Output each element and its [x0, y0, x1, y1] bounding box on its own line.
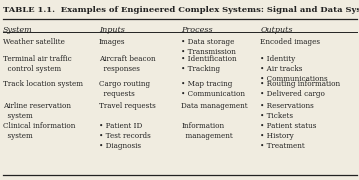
Text: Weather satellite: Weather satellite: [3, 38, 65, 46]
Text: • Reservations
• Tickets: • Reservations • Tickets: [260, 102, 314, 120]
Text: Images: Images: [99, 38, 125, 46]
Text: System: System: [3, 26, 33, 34]
Text: • Identification
• Tracking: • Identification • Tracking: [181, 55, 237, 73]
Text: • Patient ID
• Test records
• Diagnosis: • Patient ID • Test records • Diagnosis: [99, 122, 150, 150]
Text: Process: Process: [181, 26, 213, 34]
Text: Inputs: Inputs: [99, 26, 125, 34]
Text: Airline reservation
  system: Airline reservation system: [3, 102, 71, 120]
Text: • Map tracing
• Communication: • Map tracing • Communication: [181, 80, 245, 98]
Text: Outputs: Outputs: [260, 26, 293, 34]
Text: • Routing information
• Delivered cargo: • Routing information • Delivered cargo: [260, 80, 340, 98]
Text: • Data storage
• Transmission: • Data storage • Transmission: [181, 38, 236, 56]
Text: Travel requests: Travel requests: [99, 102, 155, 110]
Text: Clinical information
  system: Clinical information system: [3, 122, 75, 140]
Text: TABLE 1.1.  Examples of Engineered Complex Systems: Signal and Data Systems: TABLE 1.1. Examples of Engineered Comple…: [3, 6, 359, 14]
Text: Cargo routing
  requests: Cargo routing requests: [99, 80, 150, 98]
Text: Aircraft beacon
  responses: Aircraft beacon responses: [99, 55, 155, 73]
Text: Data management: Data management: [181, 102, 248, 110]
Text: • Identity
• Air tracks
• Communications: • Identity • Air tracks • Communications: [260, 55, 328, 83]
Text: Track location system: Track location system: [3, 80, 83, 88]
Text: • Patient status
• History
• Treatment: • Patient status • History • Treatment: [260, 122, 317, 150]
Text: Encoded images: Encoded images: [260, 38, 320, 46]
Text: Terminal air traffic
  control system: Terminal air traffic control system: [3, 55, 72, 73]
Text: Information
  management: Information management: [181, 122, 233, 140]
